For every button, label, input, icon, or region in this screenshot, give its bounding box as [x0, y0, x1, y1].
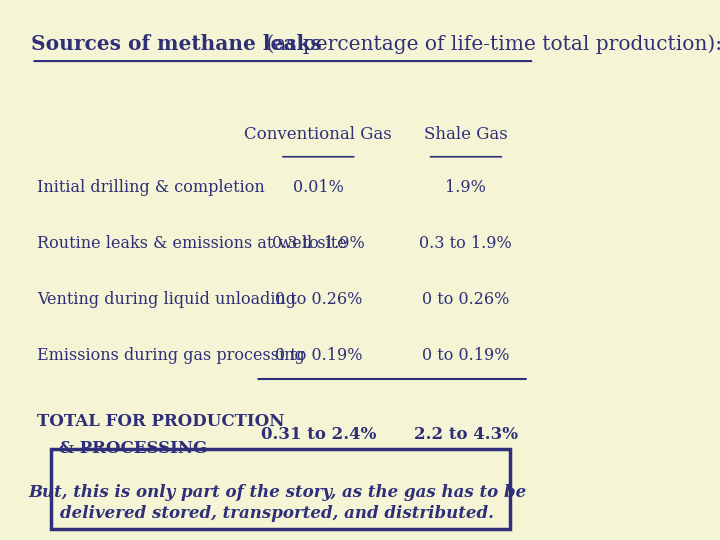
Text: 1.9%: 1.9%	[446, 179, 486, 196]
Text: Initial drilling & completion: Initial drilling & completion	[37, 179, 265, 196]
Text: Emissions during gas processing: Emissions during gas processing	[37, 347, 305, 363]
Text: TOTAL FOR PRODUCTION: TOTAL FOR PRODUCTION	[37, 413, 284, 430]
Text: 2.2 to 4.3%: 2.2 to 4.3%	[414, 426, 518, 443]
Text: 0 to 0.26%: 0 to 0.26%	[422, 291, 510, 308]
Text: Sources of methane leaks: Sources of methane leaks	[32, 34, 323, 54]
Text: 0 to 0.26%: 0 to 0.26%	[274, 291, 362, 308]
Text: (as percentage of life-time total production):: (as percentage of life-time total produc…	[260, 34, 720, 54]
Text: Venting during liquid unloading: Venting during liquid unloading	[37, 291, 296, 308]
Text: Conventional Gas: Conventional Gas	[245, 126, 392, 143]
Text: 0.3 to 1.9%: 0.3 to 1.9%	[420, 235, 512, 252]
Text: 0.01%: 0.01%	[293, 179, 343, 196]
Text: But, this is only part of the story, as the gas has to be: But, this is only part of the story, as …	[28, 484, 526, 501]
Text: Routine leaks & emissions at well site: Routine leaks & emissions at well site	[37, 235, 347, 252]
FancyBboxPatch shape	[50, 449, 510, 529]
Text: & PROCESSING: & PROCESSING	[59, 440, 207, 457]
Text: delivered stored, transported, and distributed.: delivered stored, transported, and distr…	[60, 505, 495, 522]
Text: 0 to 0.19%: 0 to 0.19%	[422, 347, 510, 363]
Text: 0 to 0.19%: 0 to 0.19%	[274, 347, 362, 363]
Text: Shale Gas: Shale Gas	[424, 126, 508, 143]
Text: 0.31 to 2.4%: 0.31 to 2.4%	[261, 426, 376, 443]
Text: 0.3 to 1.9%: 0.3 to 1.9%	[272, 235, 365, 252]
